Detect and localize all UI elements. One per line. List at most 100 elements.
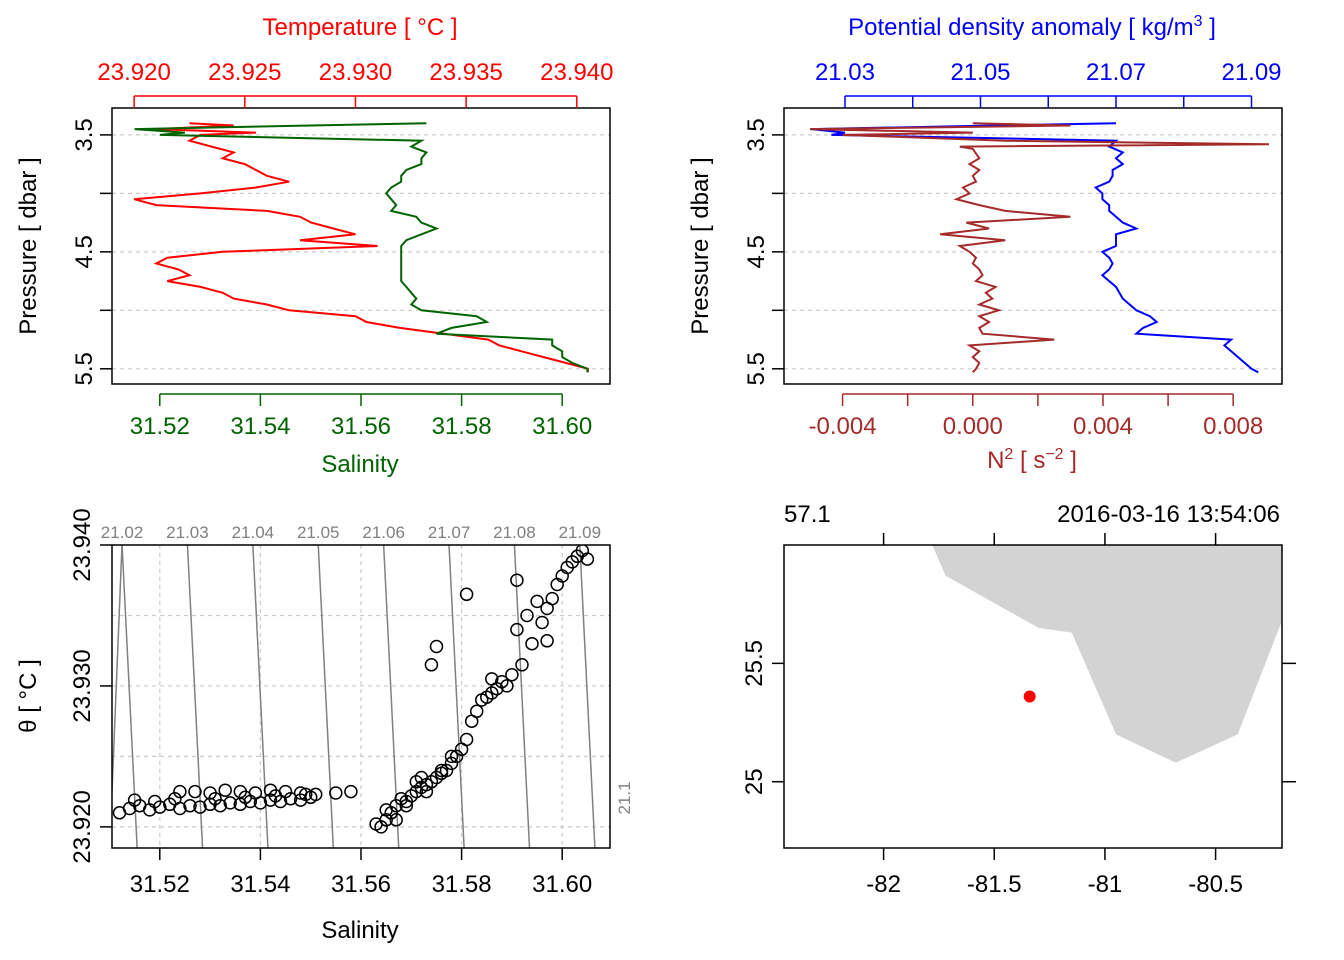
station-marker [1023, 690, 1036, 703]
top-axis-tick-label: 23.940 [540, 59, 613, 86]
ts-point [444, 749, 459, 764]
top-axis-tick-label: 21.09 [1221, 59, 1281, 86]
plot-frame [111, 107, 611, 385]
plot-frame [783, 107, 1283, 385]
left-axis-tick-label: 3.5 [743, 118, 770, 151]
ts-point [510, 573, 524, 587]
ts-point [213, 798, 227, 813]
profile-lines [809, 122, 1270, 374]
longitude-axis-ticks: -82 -81.5 -81 -80.5 [866, 848, 1243, 898]
salinity-axis-title: Salinity [321, 451, 398, 478]
latitude-axis-ticks: 25 25.5 [741, 640, 784, 795]
ts-point [283, 791, 298, 806]
ts-point [379, 813, 393, 827]
ts-point [535, 615, 549, 630]
salinity-line [134, 122, 589, 373]
left-axis-tick-label: 4.5 [71, 235, 98, 268]
salinity-axis-ticks: 31.52 31.54 31.56 31.58 31.60 [130, 848, 592, 898]
ts-point [223, 796, 237, 810]
n2-axis-ticks: -0.004 0.000 0.004 0.008 [809, 393, 1263, 440]
ts-point [379, 803, 393, 817]
ts-point [459, 732, 474, 747]
y-axis-tick-label: 25 [741, 768, 768, 795]
ts-point [469, 704, 484, 719]
panel-station-map: -82 -81.5 -81 -80.5 25 25.5 57.1 2016-03-16 … [741, 501, 1296, 898]
ts-point [218, 783, 232, 797]
ts-point [298, 787, 313, 802]
pressure-gridlines [112, 134, 610, 370]
left-axis-tick-label: 4.5 [743, 235, 770, 268]
isopycnal-label: 21.1 [615, 781, 634, 814]
isopycnal-lines [112, 545, 596, 848]
ts-point [434, 763, 449, 778]
left-axis-tick-label: 3.5 [71, 118, 98, 151]
ts-point [505, 667, 519, 682]
bottom-axis-tick-label: -0.004 [809, 413, 877, 440]
bottom-axis-tick-label: 31.52 [130, 413, 190, 440]
left-axis-tick-label: 5.5 [743, 352, 770, 385]
potential-density-anomaly-line [810, 122, 1259, 374]
pressure-axis-ticks: 3.5 4.5 5.5 [743, 118, 784, 385]
x-axis-tick-label: 31.56 [331, 871, 391, 898]
x-axis-tick-label: 31.60 [532, 871, 592, 898]
ts-point [500, 679, 514, 693]
pressure-gridlines [784, 134, 1282, 370]
ts-point [238, 790, 253, 805]
isopycnal-label: 21.09 [559, 523, 602, 542]
x-axis-tick-label: -80.5 [1188, 871, 1243, 898]
isopycnal-line [317, 545, 335, 848]
ts-gridlines [112, 544, 610, 848]
ts-point [540, 634, 554, 648]
left-axis-tick-label: 5.5 [71, 352, 98, 385]
temperature-axis-title: Temperature [ °C ] [263, 14, 458, 41]
temperature-line [133, 122, 589, 373]
ts-point [329, 786, 343, 800]
ts-point [208, 791, 222, 806]
panel-ts-diagram: 21.02 21.03 21.04 21.05 21.06 21.07 21.08 21.09… [15, 508, 634, 944]
bottom-axis-tick-label: 31.54 [230, 413, 290, 440]
theta-axis-ticks: 23.920 23.930 23.940 [69, 508, 112, 864]
temperature-axis-ticks: 23.920 23.925 23.930 23.935 23.940 [97, 59, 614, 108]
x-axis-tick-label: 31.52 [130, 871, 190, 898]
isopycnal-line [112, 545, 123, 792]
ts-point [293, 786, 308, 800]
isopycnal-label: 21.04 [232, 523, 275, 542]
top-axis-tick-label: 23.920 [97, 59, 170, 86]
ts-point [419, 784, 434, 799]
ts-point [344, 784, 358, 799]
ts-point [449, 749, 464, 764]
ts-point [515, 658, 529, 672]
isopycnal-line [513, 545, 531, 848]
isopycnal-label: 21.03 [166, 523, 209, 542]
bottom-axis-tick-label: 31.56 [331, 413, 391, 440]
ts-points [112, 545, 595, 834]
ts-point [308, 787, 323, 802]
pressure-axis-title: Pressure [ dbar ] [15, 157, 42, 334]
ts-point [459, 587, 474, 602]
x-axis-tick-label: -81 [1088, 871, 1123, 898]
ts-point [409, 775, 424, 789]
ts-point [439, 763, 454, 778]
top-axis-tick-label: 21.05 [950, 59, 1010, 86]
ts-point [545, 591, 559, 606]
bottom-axis-tick-label: 31.58 [432, 413, 492, 440]
isopycnal-line [382, 545, 400, 848]
top-axis-tick-label: 21.07 [1086, 59, 1146, 86]
panel-density-n2-profile: 21.03 21.05 21.07 21.09 -0.004 0.000 0.004 0.0… [687, 13, 1283, 474]
isopycnal-line [579, 545, 596, 848]
ts-point [525, 636, 539, 651]
top-axis-tick-label: 23.930 [319, 59, 392, 86]
ts-point [183, 798, 197, 813]
ts-point [580, 552, 595, 566]
isopycnal-label: 21.05 [297, 523, 340, 542]
ts-point [485, 672, 499, 686]
map-top-left-label: 57.1 [784, 501, 831, 528]
bottom-axis-tick-label: 31.60 [532, 413, 592, 440]
top-axis-tick-label: 23.935 [429, 59, 502, 86]
bottom-axis-tick-label: 0.000 [943, 413, 1003, 440]
isopycnal-line [448, 545, 465, 848]
y-axis-tick-label: 23.940 [69, 508, 96, 581]
y-axis-tick-label: 23.930 [69, 649, 96, 722]
panel-temperature-salinity-profile: 23.920 23.925 23.930 23.935 23.940 31.52 31.5… [15, 14, 614, 478]
